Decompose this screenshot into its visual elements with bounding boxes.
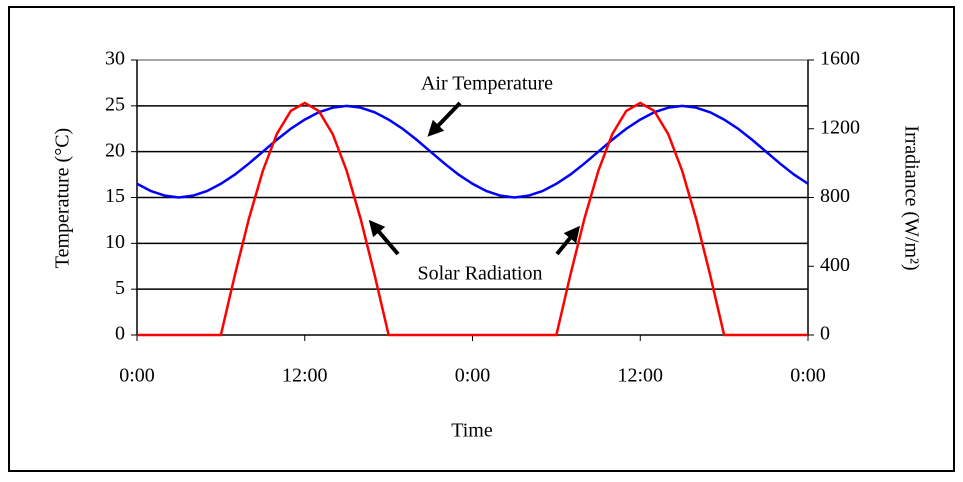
y2-tick-label: 1600	[820, 48, 860, 70]
y2-tick-label: 0	[820, 323, 830, 345]
y-tick-label: 5	[115, 277, 125, 299]
y-tick-label: 0	[115, 323, 125, 345]
series-line	[137, 101, 808, 337]
y-tick-label: 15	[105, 185, 125, 207]
x-axis-title: Time	[451, 420, 493, 442]
y-tick-label: 20	[105, 139, 125, 161]
y-tick-label: 25	[105, 93, 125, 115]
x-tick-label: 0:00	[790, 365, 826, 387]
x-tick-label: 0:00	[119, 365, 155, 387]
annotation: Air Temperature	[421, 73, 553, 95]
x-tick-label: 12:00	[282, 365, 328, 387]
annotation: Solar Radiation	[418, 263, 543, 285]
y2-axis-title: Irradiance (W/m²)	[900, 125, 922, 270]
x-tick-label: 0:00	[455, 365, 491, 387]
arrow	[368, 219, 400, 256]
x-tick-label: 12:00	[617, 365, 663, 387]
series-line	[136, 104, 809, 199]
y2-tick-label: 400	[820, 254, 850, 276]
arrow	[427, 101, 462, 137]
y-tick-label: 30	[105, 48, 125, 70]
y-axis-title: Temperature (°C)	[52, 128, 74, 268]
frame	[8, 6, 955, 472]
y2-tick-label: 800	[820, 185, 850, 207]
y2-tick-label: 1200	[820, 116, 860, 138]
y-tick-label: 10	[105, 231, 125, 253]
